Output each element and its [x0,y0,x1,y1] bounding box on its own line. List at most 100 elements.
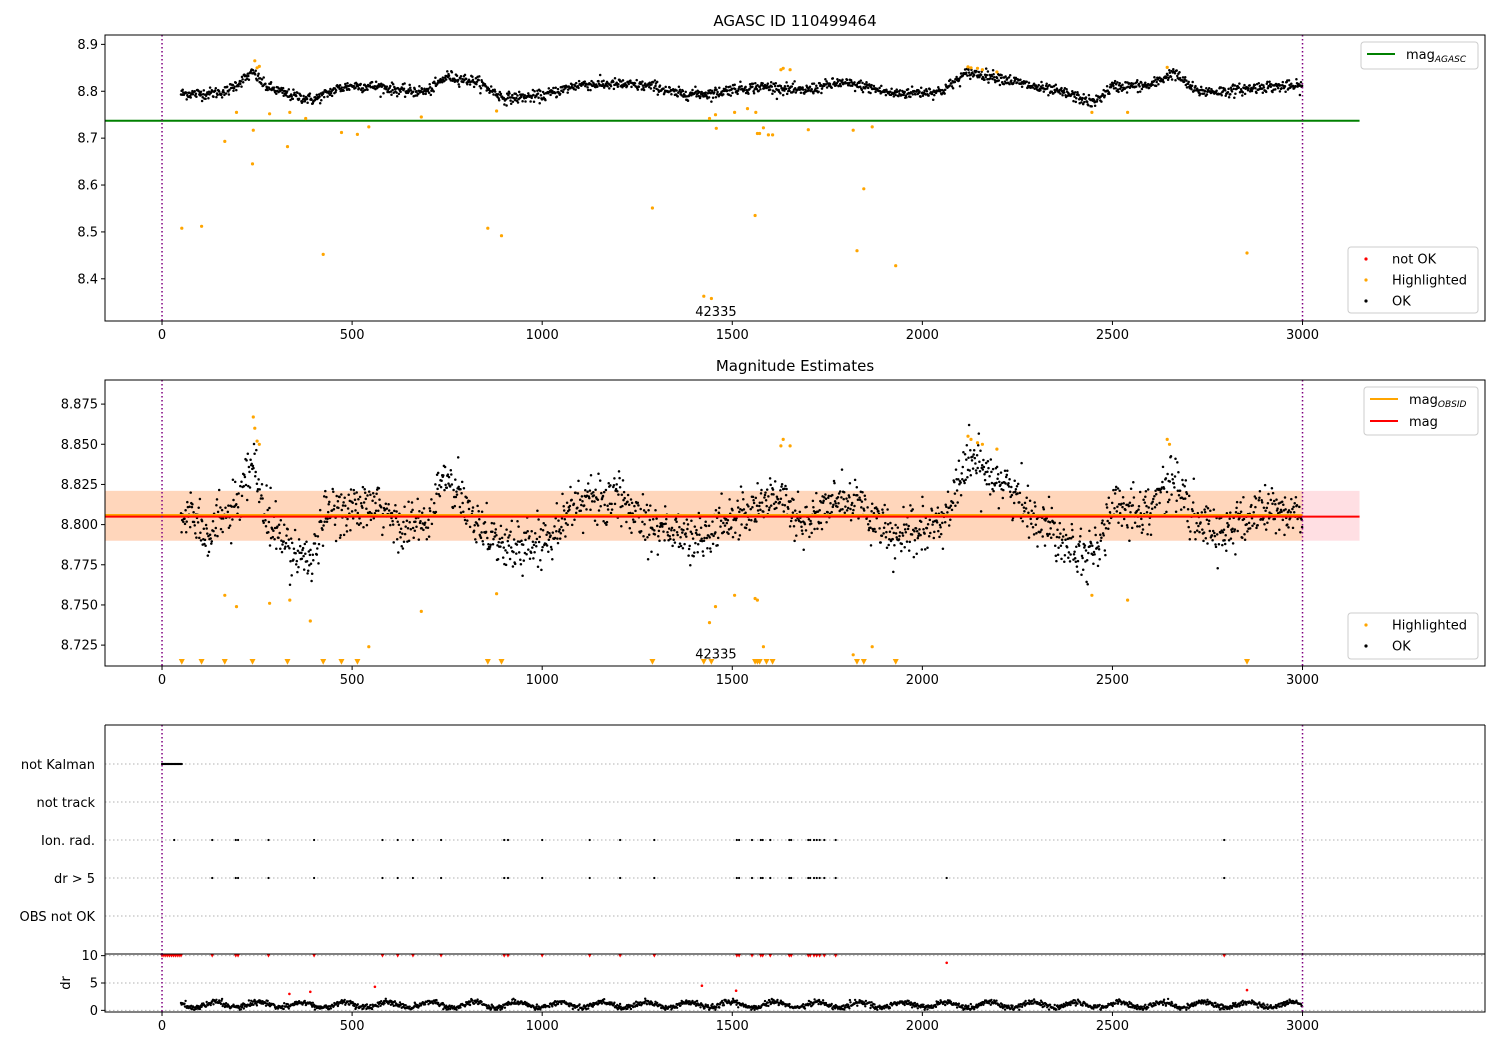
ok-point [1145,504,1148,508]
ok-point [569,485,572,489]
ok-point [888,530,892,534]
ok-point [507,544,511,547]
flag-point [1223,838,1226,842]
ok-point [962,450,965,454]
ok-point [597,79,600,83]
ok-point [714,531,717,534]
legend-subscript: AGASC [1434,55,1467,65]
ok-point [1110,501,1114,505]
ok-point [536,509,539,513]
ok-point [235,88,238,92]
ok-point [361,87,365,90]
ok-point [921,504,925,508]
ok-point [618,476,621,480]
ok-point [1224,94,1227,97]
ok-point [293,91,296,95]
ok-point [434,76,437,80]
ok-point [926,546,929,549]
highlighted-point [761,126,766,130]
highlighted-point [419,115,423,119]
ok-point [642,88,646,92]
ok-point [995,481,998,485]
ok-point [853,504,856,508]
ok-point [1081,568,1085,571]
ok-point [1213,531,1216,535]
ok-point [278,531,281,535]
ok-point [239,80,243,83]
ok-point [918,528,921,531]
ok-point [199,531,202,534]
ok-point [1072,93,1076,96]
ok-point [1047,495,1051,499]
ok-point [453,504,457,508]
dr-point [313,1008,317,1011]
ok-point [1230,530,1234,534]
ok-point [647,85,651,89]
ok-point [508,92,511,95]
flag-point [588,838,591,842]
ok-point [513,562,517,566]
ok-point [943,88,947,91]
ok-point [751,85,754,88]
ok-point [1012,81,1015,85]
flag-point [788,838,791,842]
ok-point [937,85,940,89]
ok-point [333,504,336,507]
highlighted-point [855,249,859,253]
highlighted-offscale-marker [198,659,205,665]
ok-point [769,80,773,84]
highlighted-offscale-marker [860,659,867,665]
ok-point [634,509,637,513]
ok-point [288,546,291,550]
ok-point [927,534,931,538]
flag-point [267,838,270,842]
ok-point [1020,461,1023,465]
ok-point [985,482,989,486]
ok-point [1131,504,1135,507]
ok-point [1155,80,1158,84]
ok-point [690,532,694,535]
ok-point [213,534,217,537]
ok-point [230,505,234,508]
ok-point [772,493,775,496]
ok-point [352,84,356,88]
ok-point [889,90,892,93]
ok-point [1292,505,1295,509]
ok-point [1207,87,1211,90]
ok-point [1073,95,1076,98]
ok-point [302,94,305,98]
ok-point [1053,544,1057,547]
ok-point [747,518,751,522]
ok-point [198,536,201,540]
ok-point [204,523,208,527]
ok-point [716,90,719,94]
ok-point [664,85,667,89]
ok-point [1063,91,1066,94]
ok-point [1226,91,1230,94]
ok-point [1168,69,1171,72]
ok-point [1033,501,1036,504]
highlighted-point [1167,442,1172,446]
ok-point [455,490,458,493]
ok-point [755,520,758,523]
ok-point [1162,80,1165,84]
ok-point [442,474,445,477]
ok-point [1123,87,1127,91]
ok-point [1182,80,1186,83]
ok-point [865,81,868,84]
ok-point [369,493,372,497]
ok-point [1010,485,1013,489]
ok-point [894,532,898,535]
ok-point [991,467,995,471]
ok-point [520,539,523,542]
ok-point [1188,538,1192,541]
ok-point [812,91,815,95]
ok-point [623,496,626,500]
ok-point [302,554,305,558]
highlighted-point [806,128,810,132]
ok-point [1234,92,1237,95]
highlighted-point [745,107,750,111]
ok-point [950,85,954,88]
ok-point [1229,537,1233,540]
